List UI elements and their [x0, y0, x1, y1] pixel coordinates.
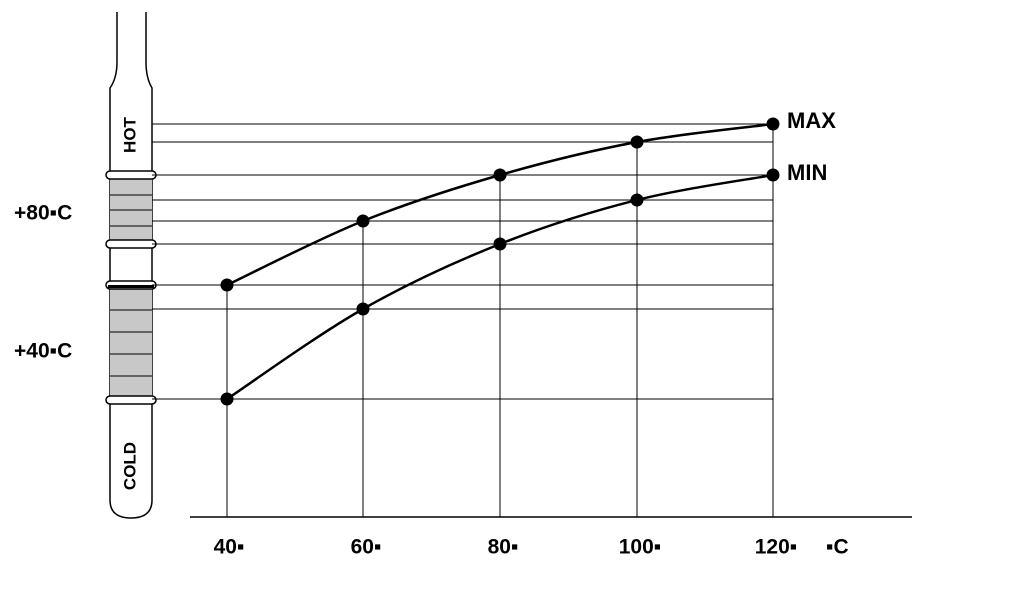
x-tick-label: 60▪: [351, 536, 382, 559]
x-tick-label: 120▪: [755, 536, 797, 559]
curve-point: [220, 392, 234, 406]
lower-range-label: +40▪C: [14, 340, 72, 363]
lower-band: [110, 288, 152, 398]
curve-point: [766, 117, 780, 131]
band-top: [108, 285, 154, 288]
curve-point: [493, 168, 507, 182]
min-label: MIN: [787, 160, 827, 185]
curve-point: [630, 135, 644, 149]
max-label: MAX: [787, 108, 836, 133]
x-unit-label: ▪C: [826, 536, 849, 559]
curve-point: [493, 237, 507, 251]
hot-label: HOT: [120, 116, 139, 153]
curve-point: [356, 214, 370, 228]
cold-label: COLD: [120, 442, 139, 490]
band-lines: [110, 194, 152, 377]
curve-point: [356, 302, 370, 316]
x-tick-label: 80▪: [488, 536, 519, 559]
x-tick-label: 100▪: [619, 536, 661, 559]
x-tick-label: 40▪: [214, 536, 245, 559]
curves-layer: [152, 117, 780, 517]
curve-point: [766, 168, 780, 182]
curve-point: [630, 193, 644, 207]
curve-point: [220, 278, 234, 292]
upper-range-label: +80▪C: [14, 202, 72, 225]
